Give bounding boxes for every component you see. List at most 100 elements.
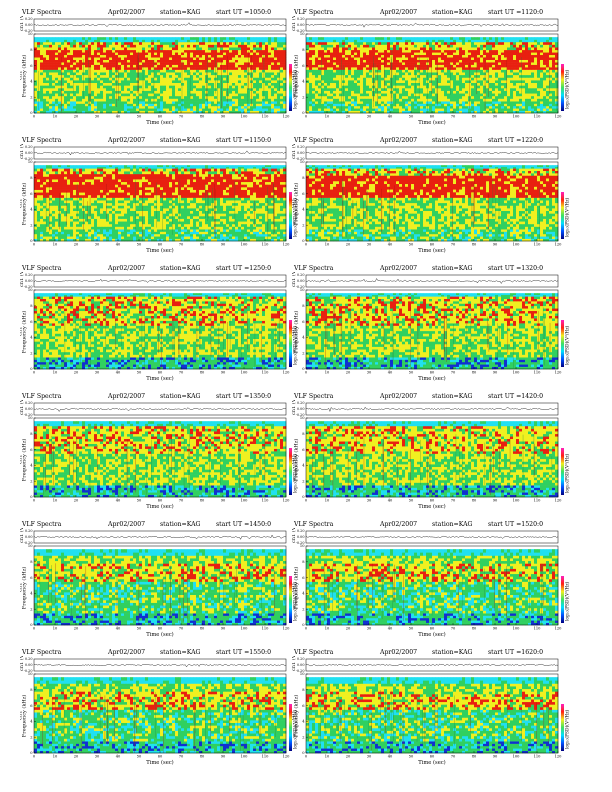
spectrogram-band — [34, 296, 287, 307]
x-tick-label: 40 — [388, 755, 393, 759]
ch-axis-label: ch1 (V) — [20, 656, 25, 671]
spectrogram-streaks — [312, 433, 553, 496]
x-tick-label: 50 — [137, 627, 142, 631]
ch-axis-label: ch1 (V) — [20, 16, 25, 31]
spectrogram-band — [34, 741, 287, 754]
spectrogram-streaks — [64, 308, 280, 369]
panel-date: Apr02/2007 — [380, 520, 417, 529]
ch-tick-label: 0.00 — [297, 151, 305, 155]
freq-axis-label: Frequency (kHz) — [293, 311, 300, 354]
spectrogram-band — [34, 165, 287, 169]
panel-start-ut: start UT =1620:0 — [488, 648, 543, 657]
y-tick-label: 6 — [30, 448, 33, 452]
spectrogram-panel-1150-0: VLF Spectra Apr02/2007 station=KAG start UT… — [20, 136, 300, 258]
panel-title: VLF Spectra — [22, 520, 61, 529]
spectrogram-band — [34, 49, 287, 70]
x-tick-label: 90 — [221, 243, 226, 247]
x-tick-label: 100 — [241, 371, 249, 375]
waveform-trace — [33, 150, 287, 156]
colorbar — [289, 320, 292, 367]
x-tick-label: 10 — [325, 243, 330, 247]
spectrogram-band — [34, 683, 287, 692]
x-tick-label: 60 — [158, 371, 163, 375]
spectrogram-band — [34, 357, 287, 370]
panel-header: VLF Spectra Apr02/2007 station=KAG start UT… — [292, 392, 572, 401]
colorbar-label: log₁₀(PSD)(V²/Hz) — [565, 453, 571, 493]
spectrogram-band — [34, 691, 287, 710]
x-tick-label: 70 — [179, 371, 184, 375]
spectrogram-band — [34, 229, 287, 242]
freq-axis-label: Frequency (kHz) — [21, 439, 28, 482]
colorbar — [289, 576, 292, 623]
colorbar — [561, 448, 564, 495]
x-tick-label: 90 — [221, 499, 226, 503]
y-tick-label: 4 — [302, 208, 305, 212]
start-ut-prefix: start UT = — [488, 521, 521, 528]
ch-tick-label: 0.20 — [297, 401, 305, 405]
spectrogram-band — [34, 305, 287, 326]
spectrogram-streaks — [325, 306, 551, 369]
time-axis-label: Time (sec) — [418, 759, 445, 766]
ch-axis-label: ch1 (V) — [20, 144, 25, 159]
y-tick-label: 8 — [302, 688, 305, 692]
spectrogram-band — [34, 197, 287, 230]
spectrogram-band — [34, 425, 287, 435]
panel-title: VLF Spectra — [294, 136, 333, 145]
x-tick-label: 70 — [179, 755, 184, 759]
start-ut-prefix: start UT = — [216, 265, 249, 272]
ch-tick-label: 0.00 — [297, 407, 305, 411]
ch-tick-label: 0.20 — [297, 145, 305, 149]
x-tick-label: 60 — [430, 499, 435, 503]
panel-title: VLF Spectra — [22, 136, 61, 145]
ch-tick-label: 0.00 — [25, 663, 33, 667]
y-tick-label: 2 — [302, 735, 304, 739]
freq-axis-label: Frequency (kHz) — [21, 311, 28, 354]
x-tick-label: 80 — [472, 371, 477, 375]
y-tick-label: 0 — [30, 239, 33, 243]
start-ut-prefix: start UT = — [216, 521, 249, 528]
y-tick-label: 8 — [30, 48, 33, 52]
start-ut-prefix: start UT = — [216, 649, 249, 656]
x-tick-label: 0 — [305, 243, 308, 247]
spectrogram-band — [34, 168, 287, 175]
panel-station: station=KAG — [432, 392, 473, 401]
ch-tick-label: 0.00 — [25, 279, 33, 283]
waveform-frame — [305, 658, 559, 672]
ch-axis-label: ch1 (V) — [292, 528, 297, 543]
spectrogram-panel-1450-0: VLF Spectra Apr02/2007 station=KAG start UT… — [20, 520, 300, 642]
start-ut-prefix: start UT = — [216, 9, 249, 16]
x-tick-label: 20 — [74, 755, 79, 759]
ch-axis-label: ch1 (V) — [20, 272, 25, 287]
ch-tick-label: -0.20 — [296, 29, 305, 33]
y-tick-label: 6 — [302, 192, 305, 196]
y-tick-label: 10 — [28, 160, 33, 164]
x-tick-label: 120 — [555, 115, 563, 119]
panel-station: station=KAG — [432, 648, 473, 657]
x-tick-label: 0 — [33, 627, 36, 631]
panel-header: VLF Spectra Apr02/2007 station=KAG start UT… — [20, 264, 300, 273]
x-tick-label: 90 — [493, 755, 498, 759]
start-ut-prefix: start UT = — [488, 393, 521, 400]
x-tick-label: 120 — [283, 115, 291, 119]
x-tick-label: 80 — [472, 115, 477, 119]
ch-tick-label: 0.20 — [25, 529, 33, 533]
spectrogram-band — [306, 229, 559, 242]
colorbar — [561, 64, 564, 111]
x-tick-label: 70 — [451, 499, 456, 503]
x-tick-label: 40 — [388, 499, 393, 503]
x-tick-label: 20 — [74, 371, 79, 375]
y-tick-label: 6 — [302, 448, 305, 452]
waveform-frame — [33, 530, 287, 544]
y-tick-label: 4 — [30, 592, 33, 596]
panel-start-ut: start UT =1250:0 — [216, 264, 271, 273]
colorbar — [289, 704, 292, 751]
panel-date: Apr02/2007 — [380, 136, 417, 145]
y-tick-label: 0 — [302, 751, 305, 755]
freq-prefix-label: ch1 — [20, 583, 24, 592]
x-tick-label: 40 — [116, 627, 121, 631]
x-tick-label: 110 — [262, 627, 270, 631]
x-tick-label: 70 — [451, 371, 456, 375]
colorbar — [289, 448, 292, 495]
